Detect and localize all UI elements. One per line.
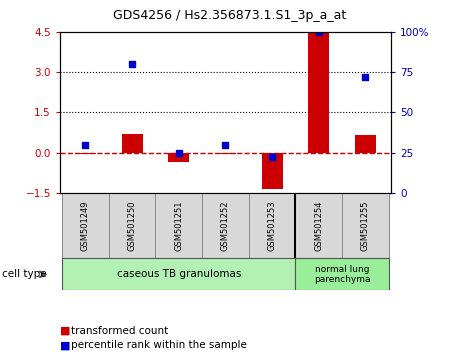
Point <box>175 150 182 155</box>
Bar <box>295 258 388 290</box>
Point <box>221 142 229 148</box>
Bar <box>202 193 248 258</box>
Bar <box>308 33 329 153</box>
Bar <box>261 153 282 189</box>
Point <box>128 61 135 67</box>
Bar <box>62 258 295 290</box>
Text: normal lung
parenchyma: normal lung parenchyma <box>313 265 369 284</box>
Bar <box>62 193 108 258</box>
Text: GSM501252: GSM501252 <box>220 200 230 251</box>
Point <box>82 142 89 148</box>
Text: GSM501255: GSM501255 <box>360 200 369 251</box>
Text: GSM501249: GSM501249 <box>81 200 90 251</box>
Text: GSM501251: GSM501251 <box>174 200 183 251</box>
Text: GSM501253: GSM501253 <box>267 200 276 251</box>
Bar <box>295 193 341 258</box>
Point <box>268 155 275 160</box>
Bar <box>341 193 388 258</box>
Bar <box>354 135 375 153</box>
Point <box>314 29 322 35</box>
Bar <box>248 193 295 258</box>
Text: caseous TB granulomas: caseous TB granulomas <box>116 269 241 279</box>
Text: transformed count: transformed count <box>71 326 168 336</box>
Text: percentile rank within the sample: percentile rank within the sample <box>71 340 246 350</box>
Bar <box>168 153 189 162</box>
Bar <box>75 153 96 154</box>
Text: ■: ■ <box>60 340 70 350</box>
Text: GSM501254: GSM501254 <box>313 200 323 251</box>
Point <box>361 74 368 80</box>
Text: GDS4256 / Hs2.356873.1.S1_3p_a_at: GDS4256 / Hs2.356873.1.S1_3p_a_at <box>113 9 346 22</box>
Bar <box>121 134 142 153</box>
Bar <box>155 193 202 258</box>
Text: GSM501250: GSM501250 <box>127 200 136 251</box>
Bar <box>108 193 155 258</box>
Bar <box>214 153 235 154</box>
Text: cell type: cell type <box>2 269 47 279</box>
Text: ■: ■ <box>60 326 70 336</box>
